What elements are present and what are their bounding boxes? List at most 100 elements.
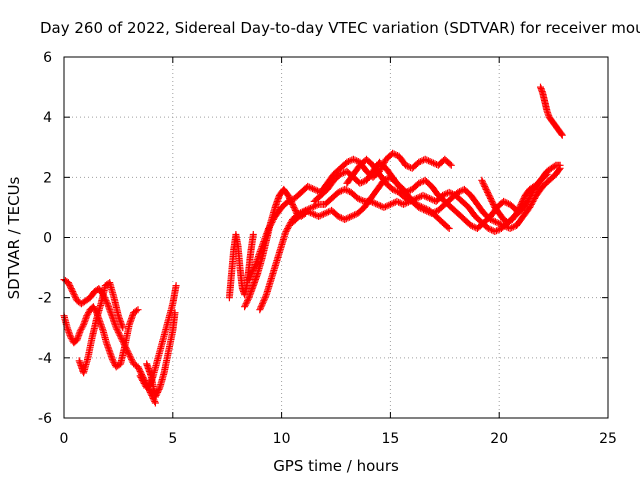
data-point [516,203,523,211]
data-point [419,191,427,199]
data-point [151,393,159,401]
data-point [390,199,398,207]
data-point [487,194,494,202]
data-point [349,155,357,163]
data-point [258,301,266,309]
data-point [284,223,292,231]
y-tick-label: 6 [43,50,52,66]
data-point [267,220,275,228]
data-point [241,303,249,311]
y-tick-label: -4 [38,351,52,367]
data-point [307,184,315,192]
data-point [337,214,345,222]
data-point [66,282,74,290]
chart-title: Day 260 of 2022, Sidereal Day-to-day VTE… [40,19,640,37]
data-point [416,193,424,201]
data-point [321,209,329,217]
data-point [494,226,502,234]
data-point [415,203,423,211]
data-points [60,83,566,407]
data-point [403,162,411,170]
data-point [517,200,525,208]
data-point [346,213,354,221]
data-point [375,201,383,209]
data-point [527,202,534,210]
data-point [323,209,331,217]
data-point [503,199,511,207]
data-point [336,213,344,221]
data-point [244,295,252,303]
data-point [266,222,274,229]
data-point [349,212,357,220]
data-point [67,334,75,342]
data-point [413,194,420,202]
data-point [415,158,423,166]
data-point [269,217,277,225]
data-point [146,388,154,396]
data-point [351,211,358,219]
data-point [544,109,552,117]
data-point [513,208,521,216]
data-point [428,209,436,217]
data-point [500,197,508,205]
data-point [75,357,83,365]
data-point [368,198,376,206]
data-point [118,336,126,344]
data-point [358,179,366,187]
data-point [75,330,83,338]
data-point [126,352,134,360]
data-point [257,303,265,311]
data-point [65,280,73,288]
data-point [506,225,514,232]
data-point [110,358,118,366]
data-point [291,206,299,214]
data-point [265,225,272,232]
data-point [171,309,179,317]
data-point [67,285,75,293]
data-point [405,196,413,204]
data-point [302,206,309,214]
data-point [400,200,407,208]
data-point [469,222,476,230]
data-point [421,155,429,163]
data-point [259,298,267,306]
data-point [308,203,316,211]
data-point [481,182,489,190]
data-point [336,188,344,196]
data-point [354,194,362,202]
data-point [447,161,455,169]
data-point [152,391,160,399]
data-point [489,200,497,208]
data-point [386,200,394,208]
data-point [423,156,431,164]
data-point [405,187,413,195]
data-point [311,211,319,219]
data-point [493,219,501,226]
data-point [128,355,135,363]
data-point [515,205,523,213]
series-track-j [289,170,551,235]
data-point [373,200,381,208]
data-point [250,265,257,273]
data-point [291,205,299,213]
data-point [484,225,492,232]
data-point [485,191,493,199]
data-point [76,327,84,335]
data-point [402,161,410,169]
data-point [134,363,142,371]
data-point [249,231,257,238]
x-axis-label: GPS time / hours [273,457,399,475]
data-point [85,309,92,317]
data-point [396,199,404,207]
data-point [285,222,293,229]
data-point [70,291,78,299]
data-point [260,295,268,303]
data-point [385,201,393,209]
data-point [491,218,499,226]
y-tick-label: -2 [38,291,52,307]
data-point [290,203,298,211]
data-point [526,203,534,211]
data-point [530,196,538,204]
data-point [68,286,76,294]
data-point [344,214,352,222]
